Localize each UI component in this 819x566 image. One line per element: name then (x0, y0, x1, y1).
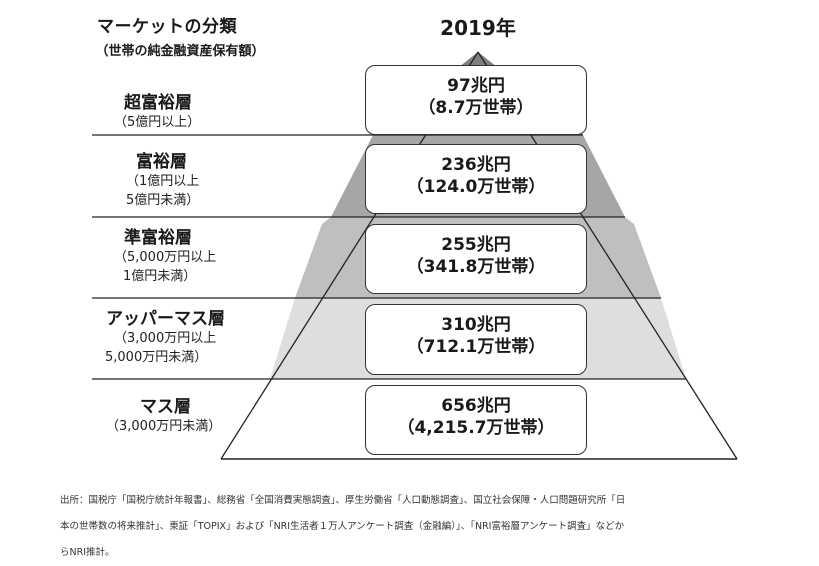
assets-value: 656兆円 (441, 396, 511, 416)
tier-range: （5億円以上） (114, 115, 201, 130)
households-value: （4,215.7万世帯） (397, 418, 555, 438)
tier-label-wealthy: 富裕層 （1億円以上 5億円未満） (126, 147, 199, 210)
market-classification-title: マーケットの分類 (97, 17, 237, 37)
year-label: 2019年 (440, 16, 516, 40)
households-value: （712.1万世帯） (406, 337, 546, 357)
value-box-upper-mass: 310兆円 （712.1万世帯） (365, 304, 587, 375)
assets-value: 310兆円 (441, 315, 511, 335)
source-line-2: 本の世帯数の将来推計」、東証「TOPIX」および「NRI生活者１万人アンケート調… (60, 521, 625, 532)
households-value: （341.8万世帯） (406, 257, 546, 277)
assets-value: 255兆円 (441, 235, 511, 255)
value-box-mass: 656兆円 （4,215.7万世帯） (365, 385, 587, 455)
tier-label-ultra-wealthy: 超富裕層 （5億円以上） (114, 88, 200, 132)
value-box-semi-wealthy: 255兆円 （341.8万世帯） (365, 224, 587, 294)
tier-range-2: 1億円未満） (123, 269, 197, 284)
tier-name: 準富裕層 (124, 228, 192, 248)
households-value: （8.7万世帯） (418, 98, 534, 118)
tier-name: 富裕層 (136, 152, 187, 172)
tier-name: マス層 (140, 397, 191, 417)
tier-range-2: 5億円未満） (126, 193, 200, 208)
tier-range: （5,000万円以上 (114, 250, 217, 265)
source-line-1: 出所：国税庁「国税庁統計年報書」、総務省「全国消費実態調査」、厚生労働省「人口動… (60, 495, 626, 506)
market-classification-subtitle: （世帯の純金融資産保有額） (95, 44, 265, 59)
tier-name: アッパーマス層 (106, 309, 225, 329)
assets-value: 97兆円 (447, 76, 505, 96)
source-note: 出所：国税庁「国税庁統計年報書」、総務省「全国消費実態調査」、厚生労働省「人口動… (60, 488, 760, 566)
source-line-3: らNRI推計。 (60, 547, 115, 558)
tier-range: （3,000万円未満） (106, 419, 222, 434)
tier-range-2: 5,000万円未満） (105, 350, 208, 365)
tier-label-mass: マス層 （3,000万円未満） (106, 392, 221, 436)
value-box-wealthy: 236兆円 （124.0万世帯） (365, 144, 587, 214)
assets-value: 236兆円 (441, 155, 511, 175)
tier-name: 超富裕層 (124, 93, 192, 113)
tier-range: （3,000万円以上 (114, 331, 217, 346)
tier-label-semi-wealthy: 準富裕層 （5,000万円以上 1億円未満） (114, 223, 216, 286)
tier-label-upper-mass: アッパーマス層 （3,000万円以上 5,000万円未満） (105, 304, 225, 367)
value-box-ultra-wealthy: 97兆円 （8.7万世帯） (365, 65, 587, 135)
households-value: （124.0万世帯） (406, 177, 546, 197)
tier-range: （1億円以上 (126, 174, 200, 189)
